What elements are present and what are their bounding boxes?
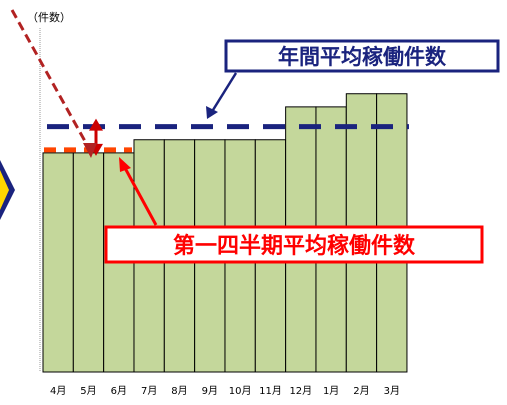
x-tick-label: 5月 [80,385,96,397]
bar-2 [72,152,105,373]
trend-arrow [10,9,97,158]
bar-1 [42,152,74,373]
x-tick-label: 4月 [50,385,66,397]
x-tick-label: 2月 [353,385,369,397]
x-tick-label: 6月 [111,385,127,397]
annual-average-label: 年間平均稼働件数 [278,45,447,69]
x-tick-label: 11月 [259,385,282,397]
x-tick-label: 7月 [141,385,157,397]
x-tick-label: 10月 [229,385,252,397]
y-axis-label: （件数） [27,11,71,24]
x-tick-labels: 4月 5月 6月 7月 8月 9月 10月 11月 12月 1月 2月 3月 [50,385,400,397]
x-tick-label: 8月 [171,385,187,397]
side-marker-inner [0,170,9,210]
x-tick-label: 3月 [384,385,400,397]
q1-average-label-box [104,225,484,264]
q1-pointer-arrow [119,157,158,226]
q1-average-label: 第一四半期平均稼働件数 [173,233,416,259]
x-tick-label: 9月 [202,385,218,397]
annual-pointer-arrow [206,72,238,119]
x-tick-label: 1月 [323,385,339,397]
x-tick-label: 12月 [289,385,312,397]
annual-average-label-box [224,39,500,73]
